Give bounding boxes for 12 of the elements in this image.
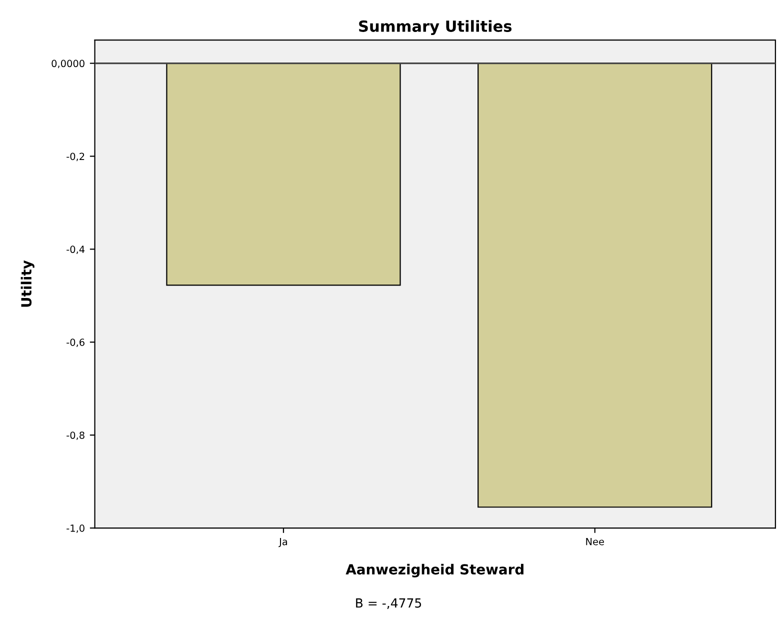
- chart-title: Summary Utilities: [359, 20, 512, 36]
- y-tick-label: -0,6: [66, 338, 84, 347]
- x-axis-title: Aanwezigheid Steward: [346, 564, 524, 578]
- x-tick-label: Ja: [278, 538, 288, 548]
- y-tick-label: 0,0000: [52, 60, 84, 68]
- y-tick-label: -0,8: [66, 432, 84, 440]
- y-tick-label: -0,2: [66, 152, 84, 162]
- y-tick-label: -1,0: [66, 524, 84, 533]
- text: B = -,4775: [356, 598, 422, 609]
- x-tick-label: Nee: [586, 538, 604, 546]
- y-tick-label: -0,4: [66, 246, 85, 254]
- y-axis-title: Utility: [20, 260, 34, 307]
